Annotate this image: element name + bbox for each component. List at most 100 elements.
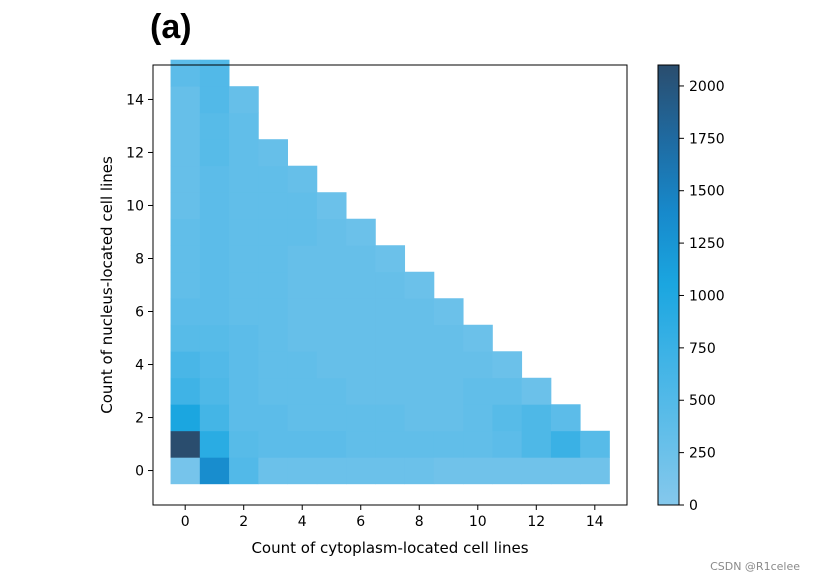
heatmap-cell bbox=[404, 324, 435, 352]
heatmap-cell bbox=[492, 377, 523, 405]
heatmap-cell bbox=[463, 430, 493, 458]
heatmap-cell bbox=[433, 457, 464, 485]
y-tick-label: 12 bbox=[126, 145, 144, 161]
x-tick-label: 6 bbox=[356, 514, 365, 530]
heatmap-cell bbox=[375, 298, 406, 326]
heatmap-cell bbox=[346, 457, 376, 485]
heatmap-cell bbox=[170, 192, 201, 220]
heatmap-cell bbox=[404, 298, 435, 326]
heatmap-cell bbox=[258, 218, 288, 246]
heatmap-cell bbox=[316, 351, 347, 379]
heatmap-cell bbox=[316, 245, 347, 273]
heatmap-cell bbox=[433, 404, 464, 432]
heatmap-cell bbox=[229, 192, 259, 220]
colorbar-tick-label: 1000 bbox=[689, 288, 725, 304]
colorbar-tick-label: 500 bbox=[689, 393, 716, 409]
heatmap-cell bbox=[258, 430, 288, 458]
colorbar-ticks: 0 250 500 750 1000 1250 1500 1750 2000 bbox=[679, 79, 725, 514]
heatmap-cell bbox=[229, 298, 259, 326]
heatmap-cell bbox=[316, 324, 347, 352]
heatmap-cell bbox=[170, 351, 201, 379]
x-axis-label: Count of cytoplasm-located cell lines bbox=[251, 539, 528, 557]
heatmap-cell bbox=[170, 165, 201, 193]
heatmap-cell bbox=[258, 139, 288, 167]
heatmap-cell bbox=[287, 324, 318, 352]
heatmap-cell bbox=[287, 404, 318, 432]
heatmap-cell bbox=[287, 271, 318, 299]
colorbar-tick-label: 1750 bbox=[689, 131, 725, 147]
y-tick-label: 14 bbox=[126, 92, 144, 108]
heatmap-cell bbox=[580, 430, 610, 458]
heatmap-cell bbox=[375, 377, 406, 405]
heatmap-cell bbox=[550, 404, 581, 432]
heatmap-cell bbox=[492, 457, 523, 485]
heatmap-cell bbox=[258, 457, 288, 485]
colorbar-tick-label: 2000 bbox=[689, 79, 725, 95]
heatmap-cell bbox=[463, 404, 493, 432]
heatmap-cell bbox=[258, 404, 288, 432]
heatmap-cell bbox=[229, 404, 259, 432]
heatmap-cell bbox=[199, 377, 230, 405]
heatmap-cell bbox=[404, 271, 435, 299]
heatmap-cell bbox=[287, 351, 318, 379]
heatmap-cell bbox=[316, 271, 347, 299]
heatmap-cell bbox=[170, 404, 201, 432]
heatmap-cell bbox=[229, 139, 259, 167]
heatmap-cell bbox=[492, 351, 523, 379]
heatmap-cells bbox=[170, 59, 610, 485]
heatmap-cell bbox=[404, 351, 435, 379]
heatmap-cell bbox=[521, 457, 552, 485]
x-tick-label: 8 bbox=[415, 514, 424, 530]
heatmap-cell bbox=[463, 377, 493, 405]
heatmap-cell bbox=[375, 324, 406, 352]
heatmap-cell bbox=[287, 430, 318, 458]
heatmap-cell bbox=[170, 245, 201, 273]
heatmap-cell bbox=[404, 377, 435, 405]
heatmap-cell bbox=[463, 324, 493, 352]
heatmap-cell bbox=[316, 404, 347, 432]
y-tick-label: 8 bbox=[135, 251, 144, 267]
heatmap-cell bbox=[316, 192, 347, 220]
heatmap-cell bbox=[287, 377, 318, 405]
heatmap-cell bbox=[199, 404, 230, 432]
heatmap-cell bbox=[316, 457, 347, 485]
heatmap-cell bbox=[346, 271, 376, 299]
heatmap-cell bbox=[199, 139, 230, 167]
heatmap-cell bbox=[346, 351, 376, 379]
heatmap-cell bbox=[199, 86, 230, 114]
heatmap-cell bbox=[229, 245, 259, 273]
heatmap-cell bbox=[258, 165, 288, 193]
heatmap-cell bbox=[170, 324, 201, 352]
heatmap-cell bbox=[521, 404, 552, 432]
heatmap-cell bbox=[258, 324, 288, 352]
heatmap-cell bbox=[316, 377, 347, 405]
heatmap-cell bbox=[170, 298, 201, 326]
y-tick-label: 4 bbox=[135, 358, 144, 374]
heatmap-cell bbox=[258, 377, 288, 405]
heatmap-cell bbox=[404, 430, 435, 458]
heatmap-cell bbox=[346, 245, 376, 273]
x-tick-label: 4 bbox=[298, 514, 307, 530]
heatmap-cell bbox=[229, 457, 259, 485]
heatmap-cell bbox=[229, 351, 259, 379]
x-tick-label: 2 bbox=[239, 514, 248, 530]
colorbar-gradient bbox=[658, 65, 679, 505]
heatmap-cell bbox=[287, 457, 318, 485]
heatmap-cell bbox=[316, 218, 347, 246]
y-axis-ticks: 0 2 4 6 8 10 12 14 bbox=[126, 92, 153, 480]
heatmap-cell bbox=[287, 245, 318, 273]
heatmap-cell bbox=[199, 298, 230, 326]
heatmap-cell bbox=[170, 457, 201, 485]
heatmap-cell bbox=[346, 324, 376, 352]
heatmap-cell bbox=[521, 377, 552, 405]
y-tick-label: 10 bbox=[126, 198, 144, 214]
heatmap-cell bbox=[463, 457, 493, 485]
heatmap-cell bbox=[375, 404, 406, 432]
heatmap-cell bbox=[433, 377, 464, 405]
colorbar-frame bbox=[657, 64, 680, 506]
heatmap-cell bbox=[258, 245, 288, 273]
colorbar-tick-label: 250 bbox=[689, 446, 716, 462]
heatmap-cell bbox=[433, 298, 464, 326]
heatmap-cell bbox=[375, 457, 406, 485]
colorbar-tick-label: 0 bbox=[689, 498, 698, 514]
